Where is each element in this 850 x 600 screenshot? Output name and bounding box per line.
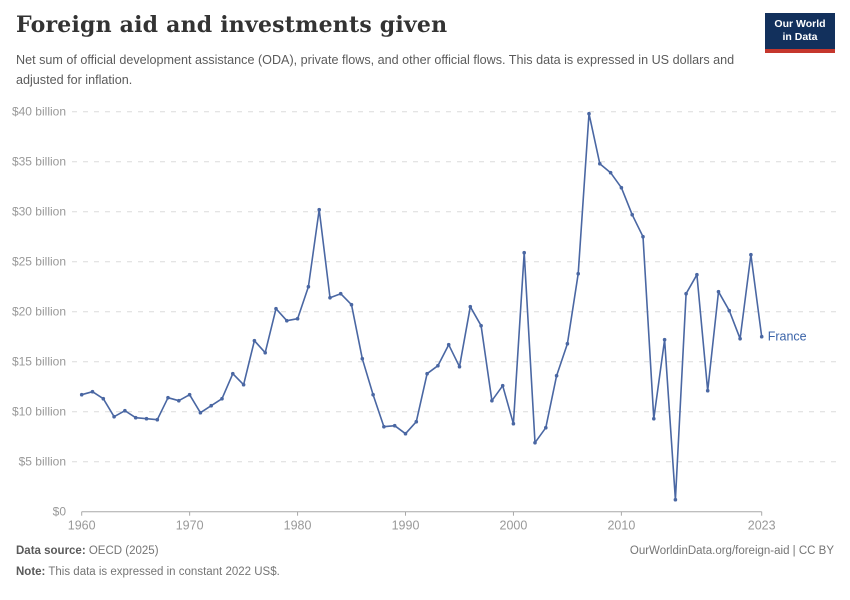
data-point-1973[interactable]	[220, 396, 224, 401]
chart-title: Foreign aid and investments given	[16, 12, 448, 38]
data-point-1982[interactable]	[317, 207, 322, 212]
data-line-france[interactable]	[81, 112, 763, 501]
y-axis-tick-label: $5 billion	[19, 455, 66, 469]
data-point-1964[interactable]	[123, 408, 127, 413]
y-axis-tick-label: $0	[53, 505, 67, 519]
data-point-2020[interactable]	[727, 308, 732, 313]
data-point-1984[interactable]	[338, 291, 343, 296]
owid-logo-line1: Our World	[774, 18, 826, 30]
data-point-1960[interactable]	[79, 392, 84, 397]
data-point-1993[interactable]	[436, 363, 440, 368]
data-point-2022[interactable]	[749, 252, 753, 257]
data-point-1999[interactable]	[500, 383, 505, 388]
data-point-1986[interactable]	[360, 356, 365, 361]
y-axis-tick-label: $35 billion	[12, 155, 66, 169]
data-point-1992[interactable]	[425, 371, 429, 376]
data-point-1990[interactable]	[403, 431, 408, 436]
chart-note: Note: This data is expressed in constant…	[16, 566, 834, 578]
data-point-1995[interactable]	[457, 364, 462, 369]
data-point-1978[interactable]	[274, 306, 278, 311]
data-point-2015[interactable]	[673, 497, 678, 502]
data-point-2018[interactable]	[705, 388, 710, 393]
data-point-1966[interactable]	[144, 416, 149, 421]
data-point-1975[interactable]	[241, 382, 246, 387]
note-value: This data is expressed in constant 2022 …	[45, 566, 280, 578]
y-axis-tick-label: $15 billion	[12, 355, 66, 369]
data-point-1987[interactable]	[371, 392, 375, 397]
data-source-value: OECD (2025)	[85, 545, 159, 557]
data-point-2010[interactable]	[619, 185, 624, 190]
x-axis-tick-label: 2010	[607, 519, 635, 533]
data-point-2000[interactable]	[511, 421, 516, 426]
data-point-2004[interactable]	[554, 373, 559, 378]
y-axis-tick-label: $10 billion	[12, 405, 66, 419]
y-axis-tick-label: $25 billion	[12, 255, 66, 269]
data-point-1961[interactable]	[90, 389, 95, 394]
data-point-2017[interactable]	[695, 272, 699, 277]
data-point-2019[interactable]	[716, 289, 721, 294]
data-point-1974[interactable]	[231, 371, 235, 376]
data-point-1967[interactable]	[155, 417, 160, 422]
data-point-2013[interactable]	[652, 416, 656, 421]
y-axis-tick-label: $20 billion	[12, 305, 66, 319]
series-label-france[interactable]: France	[768, 330, 807, 344]
x-axis-tick-label: 2000	[500, 519, 528, 533]
data-point-1970[interactable]	[187, 392, 192, 397]
chart-subtitle: Net sum of official development assistan…	[16, 53, 735, 87]
data-point-1994[interactable]	[446, 342, 451, 347]
x-axis-tick-label: 1980	[284, 519, 312, 533]
data-point-1971[interactable]	[198, 410, 203, 415]
data-point-1965[interactable]	[133, 415, 138, 420]
data-point-1988[interactable]	[382, 424, 386, 429]
data-point-1985[interactable]	[349, 302, 354, 307]
data-point-1989[interactable]	[392, 423, 397, 428]
data-point-2023[interactable]	[759, 334, 764, 339]
data-point-2003[interactable]	[544, 425, 548, 430]
data-point-1977[interactable]	[263, 350, 268, 355]
chart-footer: Data source: OECD (2025) OurWorldinData.…	[16, 545, 834, 578]
data-point-2012[interactable]	[641, 234, 645, 239]
data-point-2008[interactable]	[598, 161, 602, 166]
data-point-1969[interactable]	[177, 398, 181, 403]
data-point-1972[interactable]	[209, 403, 213, 408]
data-point-1980[interactable]	[295, 316, 300, 321]
data-point-2006[interactable]	[576, 271, 580, 276]
data-point-1979[interactable]	[285, 318, 289, 323]
attribution-link[interactable]: OurWorldinData.org/foreign-aid | CC BY	[629, 545, 834, 557]
data-point-1991[interactable]	[414, 419, 419, 424]
data-point-1997[interactable]	[479, 323, 483, 328]
data-point-2014[interactable]	[662, 337, 667, 342]
data-point-1998[interactable]	[490, 398, 494, 403]
x-axis-tick-label: 1970	[176, 519, 204, 533]
line-chart: $0 $5 billion $10 billion $15 billion $20 bi…	[12, 105, 838, 533]
data-source: Data source: OECD (2025)	[16, 545, 159, 557]
data-point-1962[interactable]	[101, 396, 106, 401]
data-point-2016[interactable]	[684, 291, 688, 296]
x-axis-tick-label: 1990	[392, 519, 420, 533]
data-point-2001[interactable]	[522, 250, 526, 255]
data-point-2007[interactable]	[587, 111, 591, 116]
data-point-1981[interactable]	[306, 284, 311, 289]
x-axis-tick-label: 2023	[748, 519, 776, 533]
owid-logo-line2: in Data	[782, 31, 818, 44]
data-point-2005[interactable]	[565, 341, 570, 346]
x-axis-tick-label: 1960	[68, 519, 96, 533]
data-point-1963[interactable]	[112, 414, 116, 419]
data-point-1968[interactable]	[166, 395, 170, 400]
data-point-1976[interactable]	[252, 338, 257, 343]
y-axis-tick-label: $40 billion	[12, 105, 66, 119]
data-source-label: Data source:	[16, 545, 86, 557]
data-point-1983[interactable]	[328, 295, 332, 300]
data-point-2002[interactable]	[533, 440, 537, 445]
note-label: Note:	[16, 566, 46, 578]
data-point-2011[interactable]	[630, 212, 634, 217]
y-axis-tick-label: $30 billion	[12, 205, 66, 219]
data-point-2009[interactable]	[608, 170, 613, 175]
data-point-2021[interactable]	[738, 336, 742, 341]
owid-logo[interactable]: Our World in Data	[765, 13, 835, 54]
data-point-1996[interactable]	[468, 304, 473, 309]
